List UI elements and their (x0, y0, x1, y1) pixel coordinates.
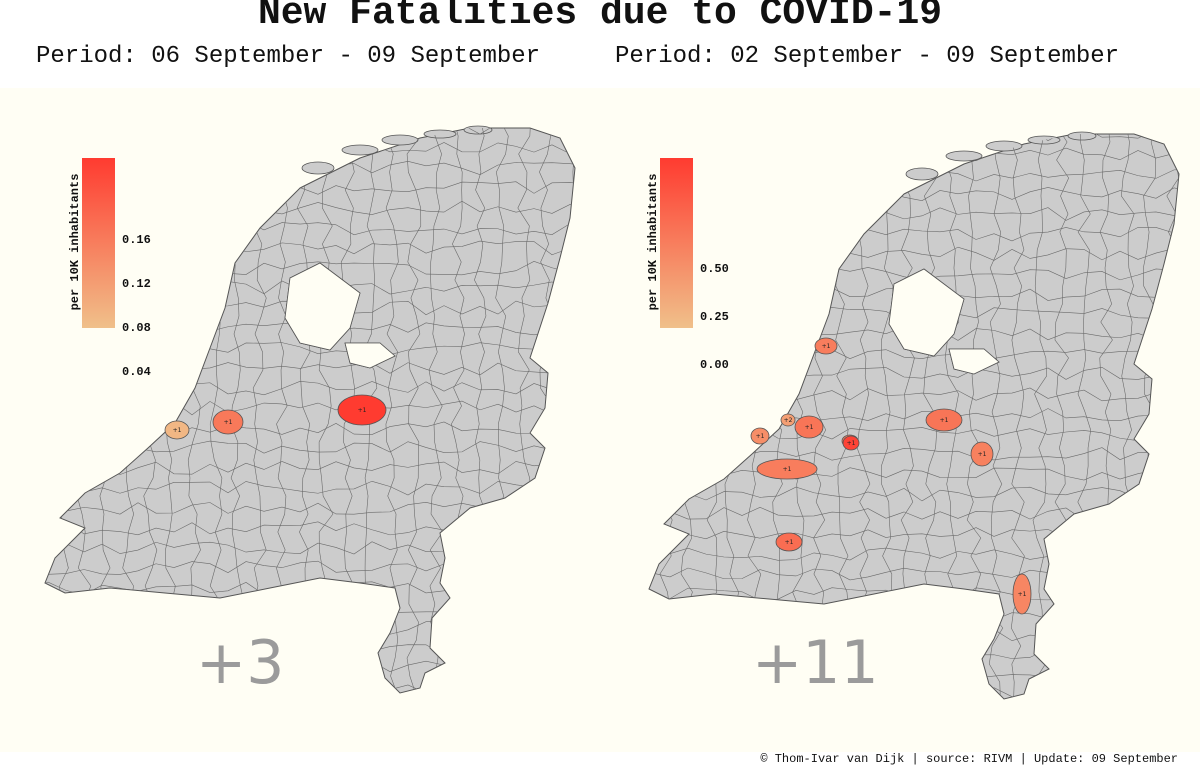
municipality-count-label: +1 (805, 424, 814, 431)
highlighted-municipality (337, 394, 387, 426)
island-shape (945, 150, 983, 162)
municipality-count-label: +1 (224, 419, 233, 426)
highlighted-municipality (164, 420, 190, 440)
left-netherlands-map: +1 +1 +1 (44, 125, 576, 694)
right-color-legend: per 10K inhabitants 0.50 0.25 0.00 (638, 158, 758, 372)
left-legend-tick: 0.16 (122, 233, 151, 247)
highlighted-municipality (925, 408, 963, 432)
municipality-count-label: +1 (756, 433, 765, 440)
island-shape (905, 167, 939, 181)
land-shape (648, 133, 1180, 700)
highlighted-municipality (750, 427, 770, 445)
highlighted-municipality (1012, 573, 1032, 615)
left-legend-tick: 0.04 (122, 365, 151, 379)
island-shape (423, 129, 457, 139)
municipality-count-label: +1 (785, 539, 794, 546)
municipality-count-label: +1 (358, 407, 367, 414)
highlighted-municipalities: +1 +1 +1 (164, 394, 387, 440)
highlighted-municipality (775, 532, 803, 552)
municipality-count-label: +1 (940, 417, 949, 424)
left-legend-colorbar (82, 158, 115, 328)
left-map-subtitle: Period: 06 September - 09 September (36, 43, 541, 70)
page-title: New Fatalities due to COVID-19 (257, 0, 943, 35)
municipality-count-label: +1 (173, 427, 182, 434)
highlighted-municipality (970, 441, 994, 467)
left-map-panel: +1 +1 +1 per 10K inhabitants 0.16 0.12 0.0… (0, 88, 600, 752)
footer-credit: © Thom-Ivar van Dijk | source: RIVM | Up… (760, 752, 1178, 766)
right-legend-tick: 0.50 (700, 262, 729, 276)
island-shape (1027, 135, 1061, 145)
right-map-panel: +1+2+1+1+1+1+1+1+1+1+1 per 10K inhabitan… (600, 88, 1200, 752)
highlighted-municipalities: +1+2+1+1+1+1+1+1+1+1+1 (750, 337, 1032, 615)
right-legend-tick: 0.25 (700, 310, 729, 324)
highlighted-municipality (842, 435, 860, 451)
left-total-count: +3 (196, 628, 285, 698)
right-legend-title: per 10K inhabitants (646, 173, 660, 311)
left-color-legend: per 10K inhabitants 0.16 0.12 0.08 0.04 (60, 158, 180, 379)
municipality-count-label: +1 (783, 466, 792, 473)
right-map-subtitle: Period: 02 September - 09 September (615, 43, 1120, 70)
municipality-count-label: +1 (1018, 591, 1027, 598)
left-legend-title: per 10K inhabitants (68, 173, 82, 311)
island-shape (463, 125, 493, 135)
right-legend-tick: 0.00 (700, 358, 729, 372)
municipality-count-label: +2 (784, 417, 793, 424)
island-shape (985, 140, 1023, 152)
island-shape (381, 134, 419, 146)
island-shape (341, 144, 379, 156)
right-legend-colorbar (660, 158, 693, 328)
island-shape (1067, 131, 1097, 141)
municipality-count-label: +1 (822, 343, 831, 350)
municipality-count-label: +1 (847, 440, 856, 447)
island-shape (301, 161, 335, 175)
highlighted-municipality (212, 409, 244, 435)
highlighted-municipality (794, 415, 824, 439)
municipality-count-label: +1 (978, 451, 987, 458)
highlighted-municipality (814, 337, 838, 355)
left-legend-tick: 0.08 (122, 321, 151, 335)
right-netherlands-map: +1+2+1+1+1+1+1+1+1+1+1 (648, 131, 1180, 700)
highlighted-municipality (756, 458, 818, 480)
right-total-count: +11 (752, 628, 879, 698)
highlighted-municipality (780, 413, 796, 427)
left-legend-tick: 0.12 (122, 277, 151, 291)
